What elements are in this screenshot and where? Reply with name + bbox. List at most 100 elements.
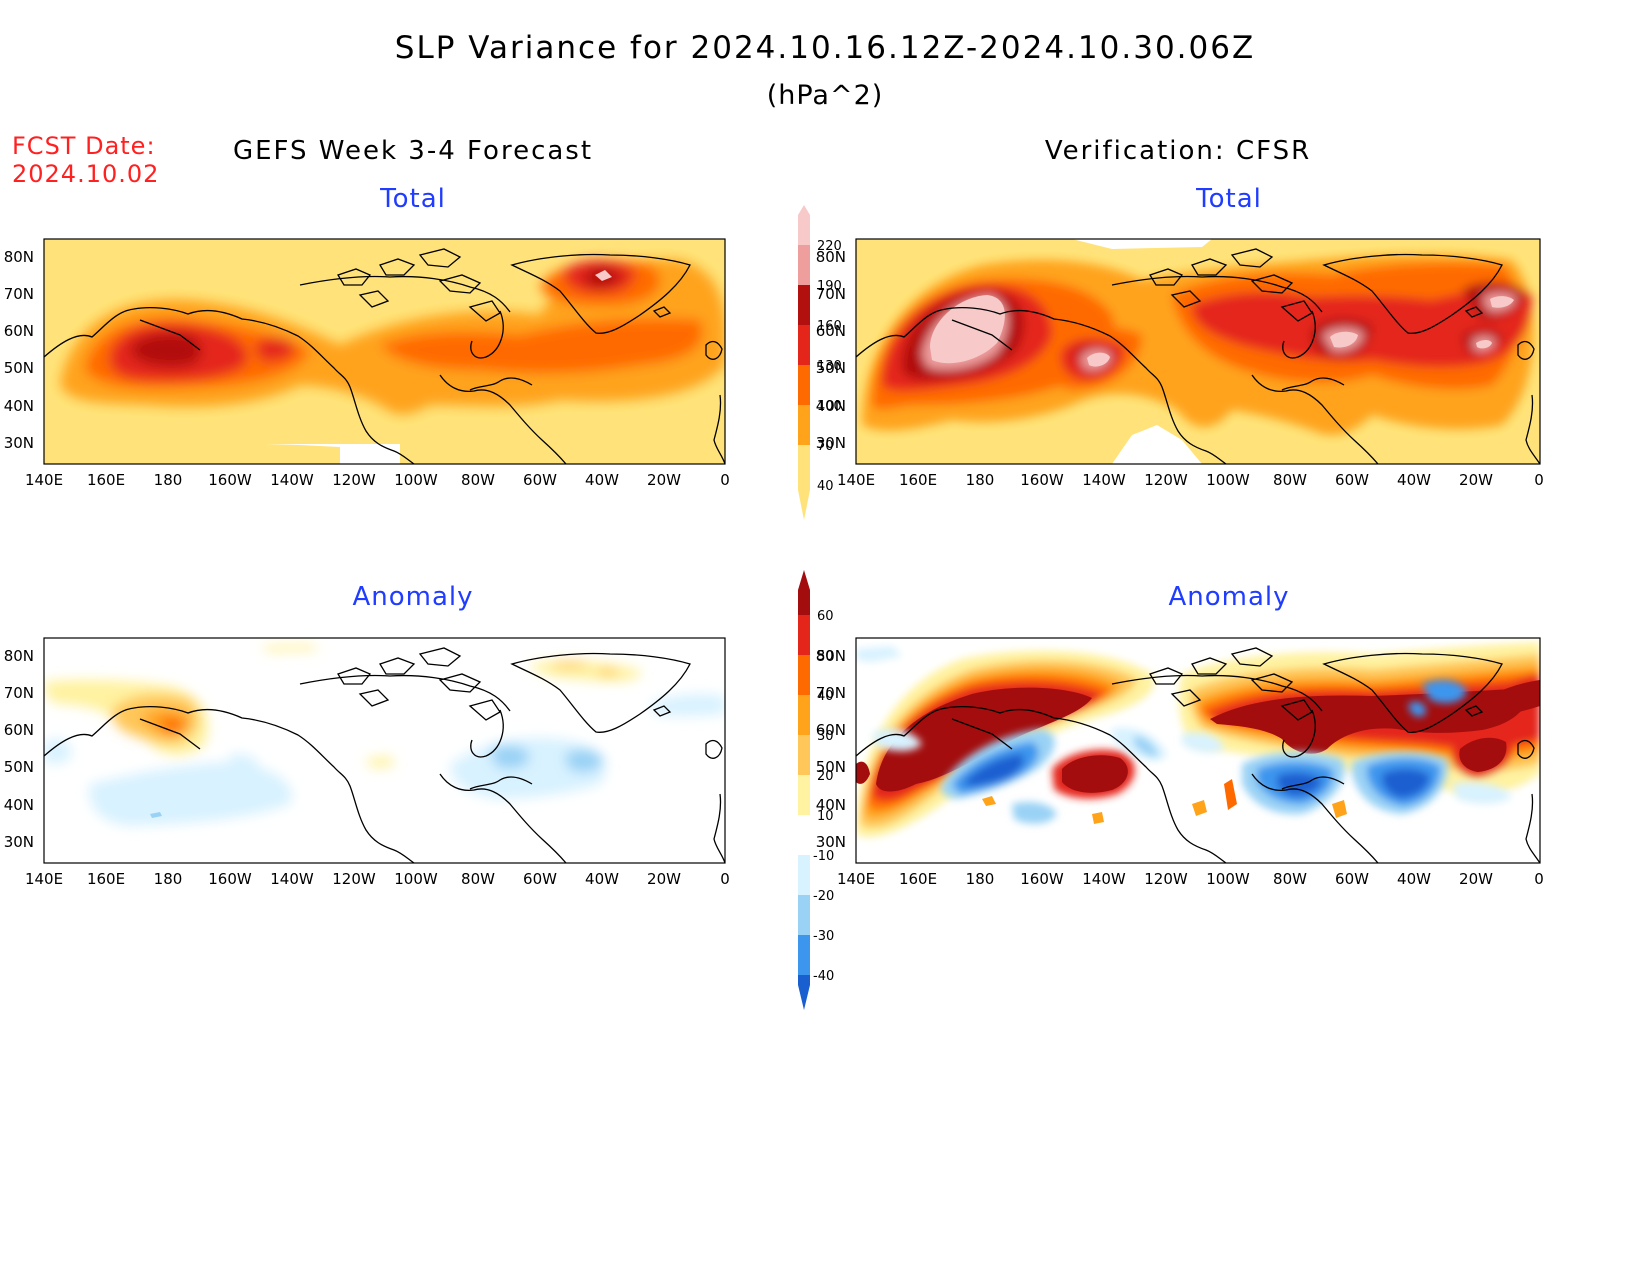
- lon-tick-label: 40W: [1397, 870, 1431, 888]
- lon-axis: 140E 160E 180 160W 140W 120W 100W 80W 60…: [25, 471, 730, 489]
- colorbar-swatch: [798, 325, 810, 365]
- colorbar-label: -40: [813, 969, 834, 984]
- lat-tick-label: 70N: [4, 684, 34, 702]
- lat-tick-label: 70N: [816, 285, 846, 303]
- lon-tick-label: 40W: [1397, 471, 1431, 489]
- lon-tick-label: 80W: [461, 870, 495, 888]
- colorbar-swatch: [798, 570, 810, 615]
- lon-tick-label: 100W: [394, 870, 438, 888]
- lon-tick-label: 60W: [1335, 471, 1369, 489]
- left-column-title: GEFS Week 3-4 Forecast: [232, 136, 594, 166]
- lon-tick-label: 40W: [585, 870, 619, 888]
- map-panel-cfsr-anomaly: 80N 70N 60N 50N 40N 30N 140E 160E 180 16…: [816, 637, 1544, 888]
- map-panel-gefs-total: 80N 70N 60N 50N 40N 30N 140E 160E 180 16…: [4, 238, 730, 489]
- colorbar-swatch: [798, 365, 810, 405]
- lat-tick-label: 80N: [4, 248, 34, 266]
- lat-tick-label: 60N: [4, 322, 34, 340]
- lat-tick-label: 50N: [4, 359, 34, 377]
- colorbar-total: 220 190 160 130 100 70 40: [798, 205, 842, 520]
- colorbar-label: -30: [813, 929, 834, 944]
- lon-tick-label: 0: [1534, 870, 1544, 888]
- colorbar-swatch: [798, 975, 810, 1010]
- lat-tick-label: 70N: [816, 684, 846, 702]
- colorbar-label: 40: [817, 479, 834, 494]
- lon-tick-label: 80W: [1273, 471, 1307, 489]
- colorbar-swatch: [798, 405, 810, 445]
- fcst-date-value: 2024.10.02: [12, 160, 160, 188]
- colorbar-label: 220: [817, 239, 842, 254]
- lon-tick-label: 120W: [1144, 471, 1188, 489]
- colorbar-swatch: [798, 935, 810, 975]
- panel-title-cfsr-anomaly: Anomaly: [1168, 582, 1290, 612]
- lon-tick-label: 160E: [899, 471, 937, 489]
- colorbar-swatch: [798, 895, 810, 935]
- colorbar-anomaly-labels: 60 50 40 30 20 10 -10 -20 -30 -40: [813, 609, 834, 984]
- lon-tick-label: 160W: [1020, 870, 1064, 888]
- lon-tick-label: 20W: [1459, 471, 1493, 489]
- lat-tick-label: 80N: [816, 248, 846, 266]
- colorbar-label: 190: [817, 279, 842, 294]
- lat-tick-label: 50N: [4, 758, 34, 776]
- lon-tick-label: 120W: [332, 471, 376, 489]
- lat-axis: 80N 70N 60N 50N 40N 30N: [4, 647, 34, 851]
- lon-tick-label: 140E: [837, 471, 875, 489]
- panel-title-gefs-total: Total: [380, 184, 446, 214]
- panel-title-gefs-anomaly: Anomaly: [352, 582, 474, 612]
- colorbar-swatch: [798, 815, 810, 855]
- lon-tick-label: 120W: [332, 870, 376, 888]
- lon-tick-label: 80W: [1273, 870, 1307, 888]
- lon-tick-label: 160E: [87, 471, 125, 489]
- colorbar-total-swatches: [798, 205, 810, 520]
- colorbar-label: 70: [817, 439, 834, 454]
- lon-tick-label: 160W: [208, 471, 252, 489]
- lon-tick-label: 60W: [523, 471, 557, 489]
- lat-axis: 80N 70N 60N 50N 40N 30N: [816, 248, 846, 452]
- lon-tick-label: 20W: [1459, 870, 1493, 888]
- colorbar-label: 50: [817, 649, 834, 664]
- colorbar-swatch: [798, 775, 810, 815]
- map-panel-cfsr-total: 80N 70N 60N 50N 40N 30N 140E 160E 180 16…: [816, 238, 1544, 489]
- lon-tick-label: 180: [966, 471, 995, 489]
- lon-tick-label: 100W: [394, 471, 438, 489]
- colorbar-anomaly-swatches: [798, 570, 810, 1010]
- coastlines: [856, 248, 1540, 464]
- lat-tick-label: 30N: [816, 833, 846, 851]
- lat-tick-label: 30N: [816, 434, 846, 452]
- figure-units: (hPa^2): [766, 80, 884, 111]
- colorbar-label: 130: [817, 359, 842, 374]
- lon-tick-label: 140E: [837, 870, 875, 888]
- colorbar-swatch: [798, 615, 810, 655]
- lat-tick-label: 60N: [816, 721, 846, 739]
- lon-tick-label: 0: [1534, 471, 1544, 489]
- lat-tick-label: 60N: [816, 322, 846, 340]
- figure-title: SLP Variance for 2024.10.16.12Z-2024.10.…: [394, 30, 1256, 66]
- lon-tick-label: 140W: [1082, 870, 1126, 888]
- colorbar-swatch: [798, 655, 810, 695]
- map-panel-gefs-anomaly: 80N 70N 60N 50N 40N 30N 140E 160E 180 16…: [4, 637, 730, 888]
- lon-tick-label: 140E: [25, 471, 63, 489]
- colorbar-label: 60: [817, 609, 834, 624]
- lat-tick-label: 70N: [4, 285, 34, 303]
- lon-tick-label: 140W: [1082, 471, 1126, 489]
- lon-tick-label: 60W: [1335, 870, 1369, 888]
- lon-axis: 140E 160E 180 160W 140W 120W 100W 80W 60…: [837, 870, 1544, 888]
- lat-tick-label: 60N: [4, 721, 34, 739]
- lat-axis: 80N 70N 60N 50N 40N 30N: [816, 647, 846, 851]
- lon-tick-label: 140E: [25, 870, 63, 888]
- filled-contours: [44, 239, 725, 464]
- colorbar-total-labels: 220 190 160 130 100 70 40: [817, 239, 842, 494]
- lon-tick-label: 160W: [208, 870, 252, 888]
- lon-tick-label: 140W: [270, 870, 314, 888]
- lat-tick-label: 40N: [4, 796, 34, 814]
- lon-tick-label: 120W: [1144, 870, 1188, 888]
- coastlines: [44, 647, 725, 863]
- coastlines: [44, 248, 725, 464]
- filled-contours: [856, 642, 1540, 863]
- lat-tick-label: 40N: [4, 397, 34, 415]
- colorbar-swatch: [798, 205, 810, 245]
- lon-tick-label: 0: [720, 471, 730, 489]
- lat-tick-label: 40N: [816, 397, 846, 415]
- colorbar-label: 10: [817, 809, 834, 824]
- lon-tick-label: 160E: [899, 870, 937, 888]
- colorbar-anomaly: 60 50 40 30 20 10 -10 -20 -30 -40: [798, 570, 834, 1010]
